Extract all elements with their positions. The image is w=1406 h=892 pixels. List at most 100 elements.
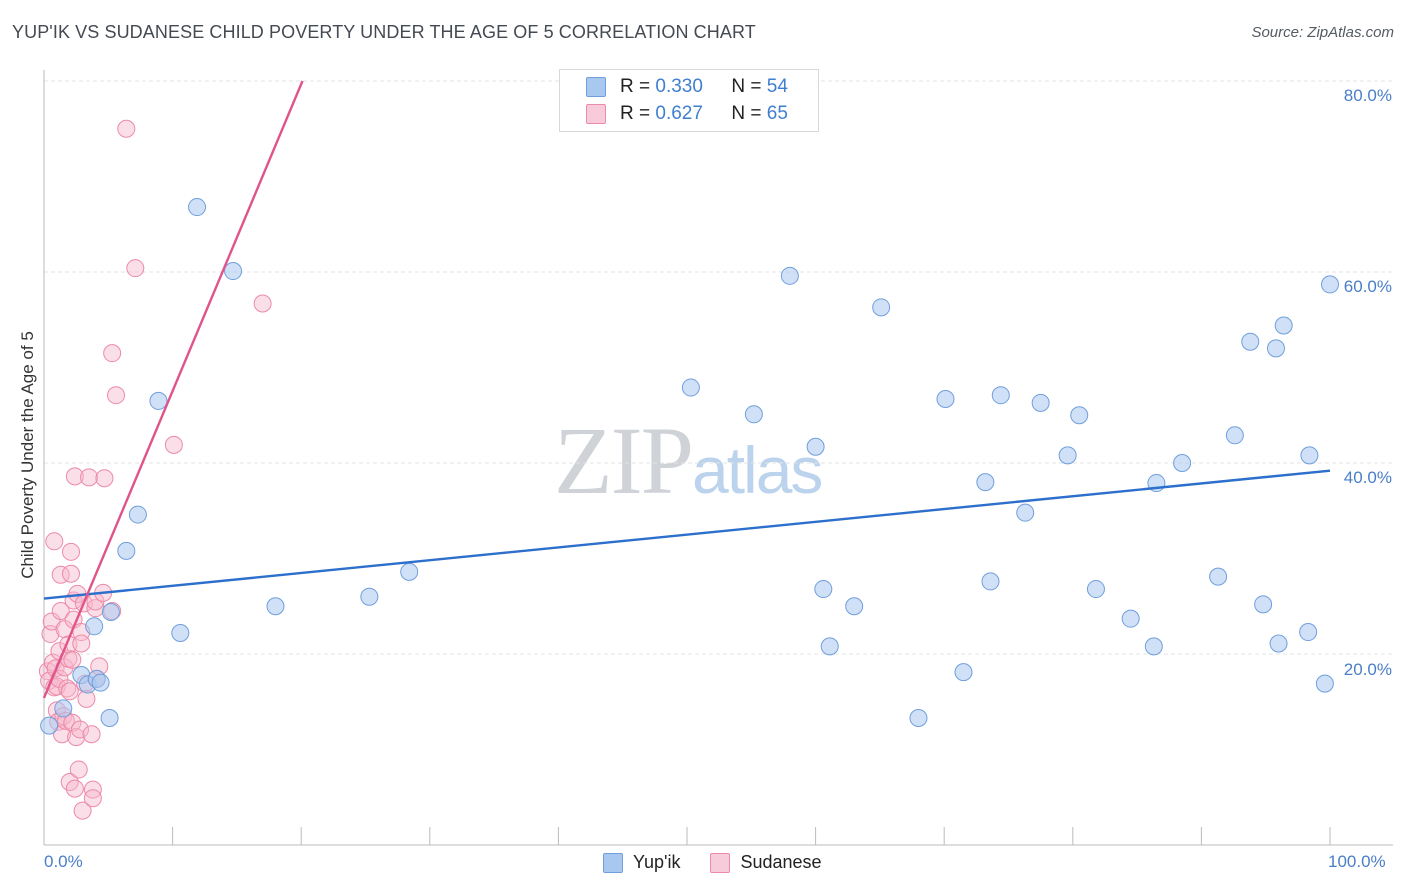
y-tick-label-60: 60.0% — [1343, 277, 1392, 296]
data-point — [91, 673, 110, 692]
data-point — [149, 391, 168, 410]
data-point — [936, 390, 955, 409]
data-point — [100, 708, 119, 727]
data-point — [780, 266, 799, 285]
data-point — [1144, 637, 1163, 656]
data-point — [82, 725, 101, 744]
data-point — [126, 259, 145, 278]
data-point — [73, 801, 92, 820]
data-point — [1031, 393, 1050, 412]
sudanese-swatch — [586, 104, 606, 124]
yupik-trend-line — [43, 469, 1331, 600]
data-point — [128, 505, 147, 524]
watermark-atlas: atlas — [692, 433, 823, 507]
data-point — [51, 602, 70, 621]
data-point — [872, 298, 891, 317]
data-point — [53, 725, 72, 744]
yupik-legend-label: Yup'ik — [633, 852, 681, 872]
yupik-points — [40, 198, 1339, 735]
data-point — [1241, 332, 1260, 351]
data-point — [1254, 595, 1273, 614]
data-point — [63, 650, 82, 669]
x-tick-label-min: 0.0% — [44, 852, 83, 871]
data-point — [60, 682, 79, 701]
data-point — [1315, 674, 1334, 693]
r-value: 0.627 — [655, 103, 703, 124]
y-tick-label-40: 40.0% — [1343, 468, 1392, 487]
data-point — [360, 587, 379, 606]
data-point — [1266, 339, 1285, 358]
sudanese-legend-swatch — [710, 852, 731, 873]
legend-item-yupik: Yup'ik — [603, 852, 680, 873]
grid-lines — [44, 80, 1393, 655]
data-point — [1173, 454, 1192, 472]
data-point — [1321, 275, 1339, 294]
data-point — [95, 469, 114, 488]
data-point — [85, 617, 104, 636]
data-point — [744, 405, 763, 424]
data-point — [83, 789, 102, 808]
data-point — [62, 542, 81, 561]
stats-legend: R = 0.330 N = 54 R = 0.627 N = 65 — [559, 69, 819, 132]
watermark-zip: ZIP — [554, 407, 694, 514]
data-point — [80, 468, 99, 487]
data-point — [1300, 446, 1319, 465]
y-axis-label: Child Poverty Under the Age of 5 — [18, 331, 37, 579]
legend-row-yupik: R = 0.330 N = 54 — [586, 75, 788, 99]
trend-lines — [42, 80, 1331, 699]
n-label: N = — [731, 103, 762, 124]
data-point — [814, 580, 833, 599]
data-point — [909, 708, 928, 727]
data-point — [62, 564, 81, 583]
yupik-swatch — [586, 77, 606, 97]
data-point — [188, 198, 207, 217]
sudanese-trend-line — [42, 80, 304, 699]
series-legend: Yup'ik Sudanese — [603, 852, 852, 873]
data-point — [681, 378, 700, 397]
n-value: 54 — [766, 76, 788, 97]
data-point — [69, 760, 88, 779]
r-label: R = — [620, 103, 651, 124]
legend-item-sudanese: Sudanese — [710, 852, 822, 873]
watermark: ZIPatlas — [554, 405, 823, 516]
data-point — [400, 562, 419, 581]
data-point — [72, 634, 91, 653]
r-label: R = — [620, 76, 651, 97]
data-point — [981, 572, 1000, 591]
legend-row-sudanese: R = 0.627 N = 65 — [586, 102, 788, 126]
data-point — [253, 294, 272, 313]
data-point — [1016, 503, 1035, 522]
n-label: N = — [731, 76, 762, 97]
data-point — [40, 716, 59, 735]
data-point — [991, 386, 1010, 405]
data-point — [101, 602, 120, 621]
source-note: Source: ZipAtlas.com — [1251, 24, 1394, 41]
data-point — [45, 532, 64, 551]
x-tick-label-max: 100.0% — [1328, 852, 1386, 871]
data-point — [171, 623, 190, 642]
data-point — [65, 467, 84, 486]
data-point — [103, 344, 122, 363]
data-point — [107, 386, 126, 405]
data-point — [164, 435, 183, 454]
data-point — [58, 679, 77, 698]
data-point — [266, 597, 285, 616]
chart-title: YUP'IK VS SUDANESE CHILD POVERTY UNDER T… — [12, 22, 756, 42]
n-value: 65 — [766, 103, 788, 124]
data-point — [71, 720, 90, 739]
data-point — [954, 663, 973, 682]
data-point — [117, 119, 136, 138]
data-point — [1209, 567, 1228, 586]
data-point — [1269, 634, 1288, 653]
sudanese-points — [38, 119, 272, 820]
data-point — [976, 473, 995, 492]
data-point — [65, 779, 84, 798]
data-point — [820, 637, 839, 656]
data-point — [117, 541, 136, 560]
axes — [43, 70, 1393, 846]
data-point — [54, 699, 73, 718]
data-point — [51, 565, 70, 584]
data-point — [1225, 426, 1244, 445]
data-point — [63, 713, 82, 732]
data-point — [1299, 623, 1318, 642]
